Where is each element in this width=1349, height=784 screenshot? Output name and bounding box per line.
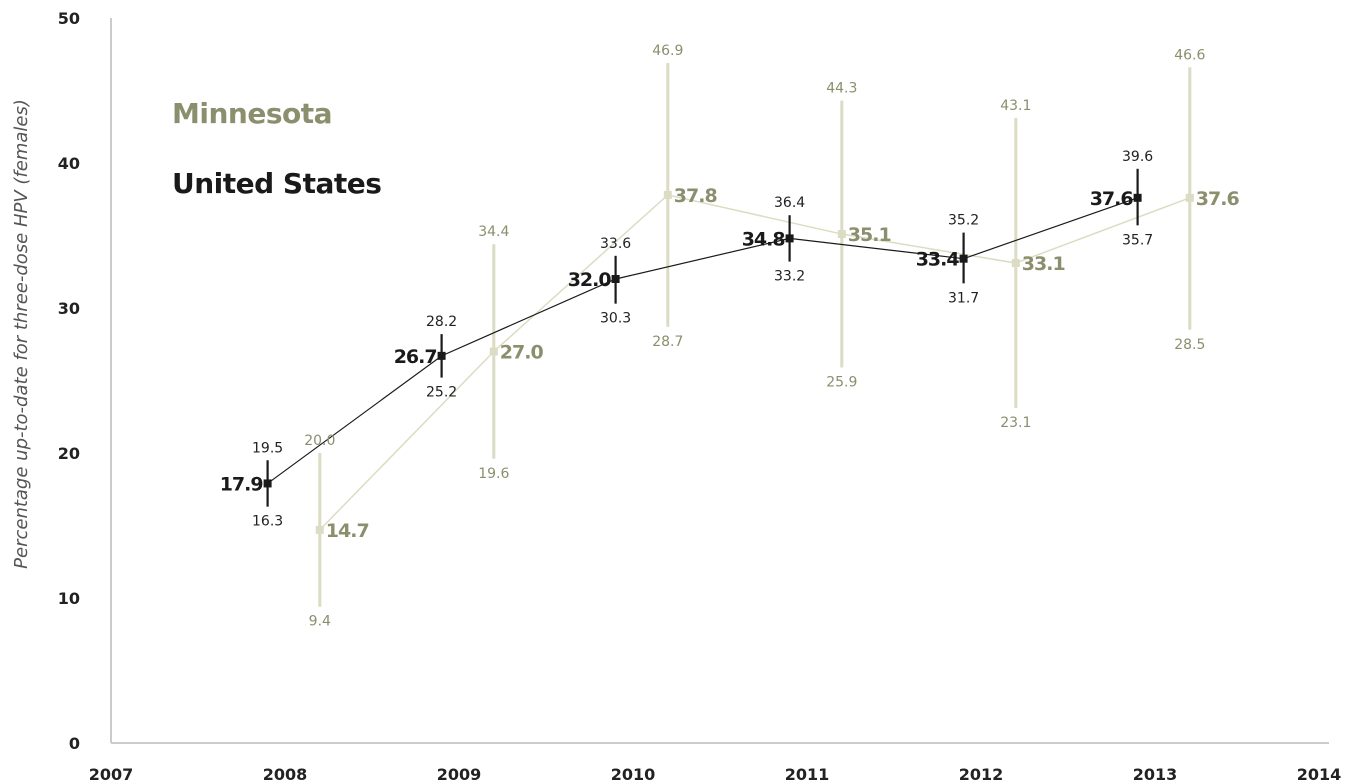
minnesota-ci-high-label: 43.1 — [1000, 98, 1031, 114]
y-tick-label: 10 — [58, 589, 80, 608]
united-states-ci-low-label: 25.2 — [426, 385, 457, 401]
x-tick-label: 2011 — [785, 765, 830, 784]
minnesota-ci-high-label: 46.6 — [1174, 47, 1205, 63]
chart-axes — [110, 18, 1329, 744]
united-states-ci-low-label: 35.7 — [1122, 232, 1153, 248]
united-states-point — [611, 275, 620, 283]
minnesota-value-label: 14.7 — [326, 520, 369, 542]
minnesota-point — [1185, 193, 1194, 202]
chart-series — [263, 62, 1194, 607]
united-states-value-label: 33.4 — [916, 249, 960, 271]
y-tick-label: 0 — [69, 734, 80, 753]
minnesota-value-label: 27.0 — [500, 342, 544, 364]
chart-ticks: 0 10 20 30 40 50 2007 2008 2009 2010 2011 2012 2013 2… — [58, 9, 1342, 784]
minnesota-point — [837, 230, 846, 239]
minnesota-ci-high-label: 46.9 — [652, 43, 683, 59]
united-states-ci-high-label: 36.4 — [774, 195, 805, 211]
united-states-point — [785, 234, 794, 243]
minnesota-ci-high-label: 34.4 — [478, 224, 509, 240]
minnesota-value-label: 37.8 — [674, 185, 718, 207]
y-tick-label: 30 — [58, 299, 80, 318]
united-states-point — [959, 254, 968, 263]
minnesota-ci-low-label: 28.5 — [1174, 337, 1205, 353]
united-states-value-label: 26.7 — [394, 346, 437, 368]
minnesota-value-label: 35.1 — [848, 224, 891, 246]
y-tick-label: 20 — [58, 444, 80, 463]
united-states-ci-high-label: 39.6 — [1122, 149, 1153, 165]
united-states-point — [437, 351, 446, 360]
y-tick-label: 40 — [58, 154, 80, 173]
y-tick-label: 50 — [58, 9, 80, 28]
x-tick-label: 2013 — [1133, 765, 1178, 784]
minnesota-series-line — [319, 194, 1191, 531]
united-states-ci-low-label: 16.3 — [252, 514, 283, 530]
minnesota-ci-low-label: 28.7 — [652, 334, 683, 350]
chart-data-labels: 20.0 9.4 14.7 34.4 19.6 27.0 46.9 28.7 37.8 44.3 2… — [220, 43, 1241, 630]
minnesota-ci-low-label: 23.1 — [1000, 415, 1031, 431]
legend-minnesota: Minnesota — [172, 97, 332, 130]
minnesota-ci-low-label: 19.6 — [478, 466, 509, 482]
y-axis-title: Percentage up-to-date for three-dose HPV… — [11, 99, 32, 569]
minnesota-point — [1011, 259, 1020, 268]
united-states-series-line — [267, 197, 1138, 484]
minnesota-point — [663, 190, 672, 199]
chart-legend: Minnesota United States — [172, 97, 382, 200]
minnesota-value-label: 37.6 — [1196, 188, 1240, 210]
x-tick-label: 2008 — [263, 765, 308, 784]
x-tick-label: 2010 — [611, 765, 656, 784]
minnesota-point — [315, 525, 324, 534]
minnesota-ci-low-label: 25.9 — [826, 374, 857, 390]
x-tick-label: 2007 — [89, 765, 134, 784]
legend-united-states: United States — [172, 167, 381, 200]
minnesota-ci-high-label: 44.3 — [826, 81, 857, 97]
united-states-ci-low-label: 30.3 — [600, 311, 631, 327]
minnesota-point — [489, 347, 498, 356]
united-states-ci-high-label: 28.2 — [426, 314, 457, 330]
united-states-point — [1133, 193, 1142, 202]
united-states-point — [263, 479, 272, 488]
united-states-ci-low-label: 33.2 — [774, 269, 805, 285]
minnesota-value-label: 33.1 — [1022, 253, 1065, 275]
x-tick-label: 2012 — [959, 765, 1004, 784]
united-states-ci-high-label: 35.2 — [948, 213, 979, 229]
united-states-ci-low-label: 31.7 — [948, 290, 979, 306]
x-tick-label: 2009 — [437, 765, 482, 784]
united-states-value-label: 17.9 — [220, 473, 263, 495]
united-states-value-label: 34.8 — [742, 228, 786, 250]
x-tick-label: 2014 — [1297, 765, 1342, 784]
united-states-value-label: 37.6 — [1090, 188, 1134, 210]
minnesota-ci-low-label: 9.4 — [309, 614, 331, 630]
united-states-value-label: 32.0 — [568, 269, 612, 291]
united-states-ci-high-label: 19.5 — [252, 440, 283, 456]
united-states-ci-high-label: 33.6 — [600, 236, 631, 252]
minnesota-ci-high-label: 20.0 — [304, 433, 335, 449]
